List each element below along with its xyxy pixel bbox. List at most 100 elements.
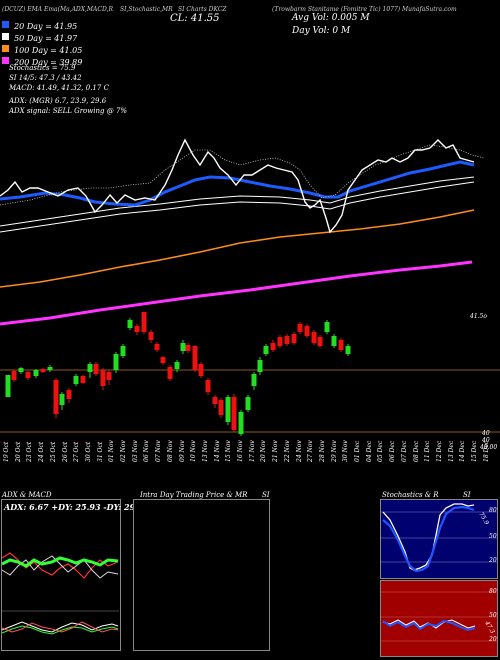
candle-body	[238, 412, 244, 434]
candle	[18, 367, 24, 374]
candle	[167, 365, 173, 381]
stoch-si-label: SI	[463, 491, 471, 499]
date-tick-label: 08 Nov	[166, 440, 174, 462]
candle-body	[198, 364, 204, 376]
date-tick-label: 25 Oct	[49, 441, 57, 462]
candle-body	[33, 370, 39, 376]
date-tick-label: 30 Nov	[342, 440, 350, 462]
candle-body	[185, 345, 191, 351]
candle-body	[100, 370, 106, 386]
candle	[53, 378, 59, 418]
candle	[93, 362, 99, 376]
candle-body	[11, 371, 17, 380]
candle	[297, 322, 303, 334]
candle-body	[277, 337, 283, 346]
candle	[212, 395, 218, 408]
candle-body	[297, 324, 303, 332]
date-tick-label: 16 Nov	[237, 440, 244, 462]
si-readout: SI 14/5: 47.3 / 43.42	[9, 74, 82, 82]
candle-body	[5, 375, 11, 397]
candle-body	[331, 336, 337, 346]
candle-body	[40, 369, 46, 372]
right-label-2: 40	[482, 437, 490, 444]
ema200-line	[0, 260, 473, 326]
candle	[338, 338, 344, 352]
date-tick-label: 18 Dec	[482, 440, 490, 462]
adx-signal: ADX signal: SELL Growing @ 7%	[9, 107, 128, 115]
date-tick-label: 15 Dec	[471, 440, 478, 462]
legend-ema200-label: 200 Day = 39.89	[14, 58, 83, 67]
date-tick-label: 27 Oct	[73, 441, 81, 462]
candle-body	[263, 346, 269, 354]
date-tick-label: 01 Nov	[108, 440, 116, 462]
date-tick-label: 24 Oct	[38, 441, 46, 462]
date-tick-label: 07 Dec	[400, 440, 408, 462]
candle	[331, 334, 337, 348]
candle-body	[106, 372, 112, 380]
date-tick-label: 05 Dec	[377, 440, 385, 462]
right-label-3: 40.00	[480, 444, 498, 451]
intraday-panel	[133, 499, 270, 651]
candle	[317, 335, 323, 348]
candle-body	[47, 367, 53, 370]
candle-body	[218, 400, 224, 415]
date-tick-label: 08 Dec	[412, 440, 420, 462]
adx-macd-panel: ADX: 6.67 +DY: 25.93 -DY: 29.63	[1, 499, 149, 651]
candle	[11, 370, 17, 382]
candle	[106, 370, 112, 385]
candle	[100, 368, 106, 390]
ema50-line-b	[0, 181, 475, 233]
header-title-chart: SI Charts DKCZ	[178, 6, 227, 13]
candle	[345, 344, 351, 356]
candle-body	[284, 336, 290, 344]
candle	[5, 375, 11, 397]
stoch-title: Stochastics & R	[382, 491, 439, 499]
candle	[291, 332, 297, 345]
candle	[113, 352, 119, 373]
legend-swatch-ema20	[2, 21, 9, 28]
candle	[324, 320, 330, 334]
avg-vol-label: Avg Vol: 0.005 M	[292, 13, 370, 23]
header-title-left: (DCUZ) EMA Ema(Ma,ADX,MACD,R	[2, 6, 114, 13]
candle	[73, 374, 79, 386]
candle	[25, 371, 31, 380]
right-label-1: 40	[482, 430, 490, 437]
candle	[311, 330, 317, 345]
date-tick-label: 06 Dec	[389, 440, 397, 462]
candle-body	[87, 364, 93, 372]
candle	[141, 312, 147, 334]
candle	[127, 318, 133, 330]
candle	[154, 342, 160, 352]
rsi-level-80: 80	[489, 588, 497, 595]
date-tick-label: 04 Dec	[365, 440, 373, 462]
candle-body	[251, 374, 257, 386]
date-tick-label: 11 Dec	[424, 440, 432, 462]
close-price-label: CL: 41.55	[170, 13, 220, 24]
date-tick-label: 10 Nov	[190, 440, 198, 462]
candle	[59, 392, 65, 410]
candle-body	[180, 343, 186, 351]
ema50-line-a	[0, 176, 475, 227]
date-tick-label: 30 Oct	[84, 441, 92, 462]
candle	[180, 340, 186, 354]
candle	[270, 340, 276, 352]
header-title-mid: SI,Stochastic,MR	[120, 6, 173, 13]
date-tick-label: 20 Oct	[14, 441, 22, 462]
legend-ema50-label: 50 Day = 41.97	[14, 34, 78, 43]
candle-body	[338, 340, 344, 350]
candle-body	[154, 344, 160, 350]
candle-body	[53, 380, 59, 414]
signal-dotted-line	[0, 144, 485, 206]
main-price-chart	[0, 138, 500, 436]
candle-body	[25, 372, 31, 378]
stoch-level-20: 20	[489, 557, 497, 564]
date-tick-label: 13 Nov	[201, 440, 209, 462]
date-tick-label: 17 Nov	[248, 440, 256, 462]
date-tick-label: 21 Nov	[272, 440, 280, 462]
candle-body	[212, 397, 218, 404]
date-tick-label: 02 Nov	[120, 440, 127, 462]
candle	[257, 357, 263, 375]
candle-body	[174, 362, 180, 369]
date-tick-label: 27 Nov	[307, 440, 315, 462]
intraday-title: Intra Day Trading Price & MR	[140, 491, 248, 499]
